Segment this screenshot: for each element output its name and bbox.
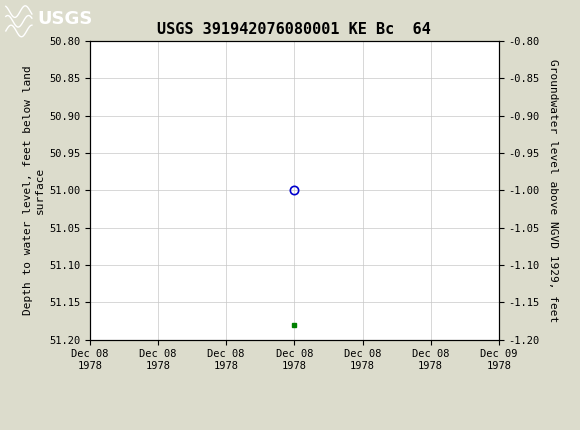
Text: USGS: USGS: [38, 9, 93, 28]
Legend: Period of approved data: Period of approved data: [205, 429, 384, 430]
Y-axis label: Groundwater level above NGVD 1929, feet: Groundwater level above NGVD 1929, feet: [548, 58, 558, 322]
Y-axis label: Depth to water level, feet below land
surface: Depth to water level, feet below land su…: [23, 65, 45, 315]
Title: USGS 391942076080001 KE Bc  64: USGS 391942076080001 KE Bc 64: [158, 22, 431, 37]
